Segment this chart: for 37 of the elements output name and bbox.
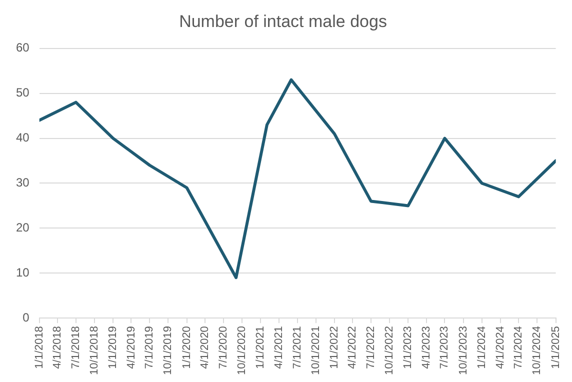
x-tick-label: 4/1/2020 [199, 326, 212, 369]
y-tick-label: 60 [16, 40, 30, 55]
x-tick-label: 1/1/2018 [33, 326, 46, 369]
x-tick-label: 7/1/2021 [291, 326, 304, 369]
x-tick-label: 7/1/2019 [144, 326, 156, 369]
y-tick-label: 10 [16, 265, 30, 280]
x-tick-label: 7/1/2018 [70, 326, 82, 369]
x-tick-label: 4/1/2024 [494, 326, 506, 369]
y-tick-label: 30 [16, 176, 30, 190]
y-tick-label: 50 [16, 86, 30, 100]
x-tick-label: 1/1/2019 [107, 326, 120, 369]
y-tick-label: 40 [16, 130, 30, 145]
x-tick-label: 4/1/2021 [272, 326, 285, 369]
x-tick-label: 7/1/2022 [365, 326, 378, 369]
x-tick-label: 1/1/2022 [328, 326, 340, 369]
x-tick-label: 10/1/2018 [88, 326, 101, 375]
x-tick-label: 10/1/2021 [310, 326, 322, 375]
x-tick-label: 10/1/2020 [236, 326, 248, 375]
x-tick-label: 4/1/2019 [125, 326, 138, 369]
y-tick-label: 20 [16, 220, 30, 234]
chart-title: Number of intact male dogs [179, 12, 387, 31]
x-tick-label: 1/1/2024 [476, 326, 488, 369]
x-tick-label: 10/1/2022 [384, 326, 396, 375]
x-tick-label: 1/1/2023 [402, 326, 414, 369]
x-tick-label: 1/1/2020 [180, 326, 193, 369]
x-tick-label: 4/1/2018 [52, 326, 64, 369]
x-tick-label: 1/1/2021 [254, 326, 267, 369]
x-tick-label: 7/1/2023 [438, 326, 451, 369]
x-tick-label: 4/1/2023 [420, 326, 432, 369]
x-tick-label: 7/1/2024 [512, 326, 525, 369]
x-tick-label: 10/1/2024 [531, 326, 544, 375]
x-tick-label: 10/1/2019 [162, 326, 174, 375]
x-tick-label: 1/1/2025 [550, 326, 562, 369]
x-tick-label: 4/1/2022 [346, 326, 359, 369]
x-tick-label: 7/1/2020 [218, 326, 230, 369]
x-tick-label: 10/1/2023 [457, 326, 470, 375]
y-tick-label: 0 [22, 310, 30, 324]
